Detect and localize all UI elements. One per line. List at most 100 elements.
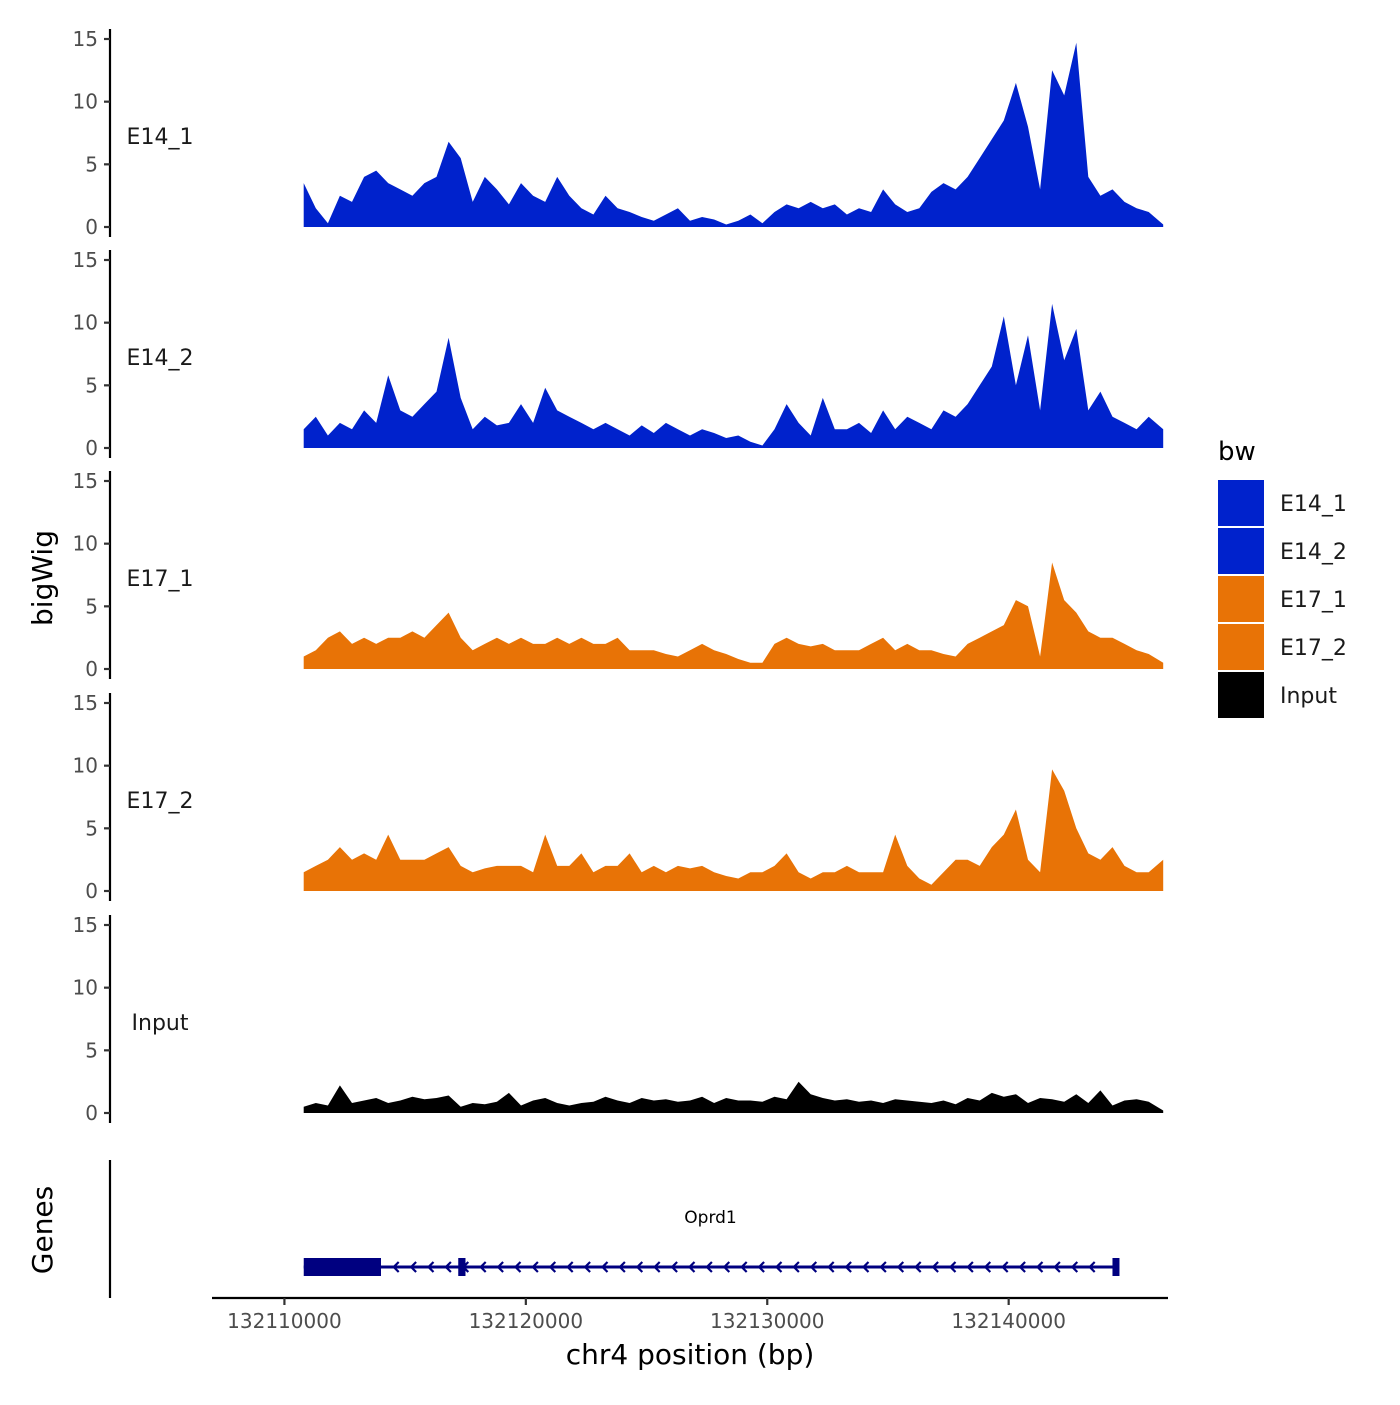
track-e17-2: 0 5 10 15 E17_2 [73, 691, 1164, 903]
gene-exon [458, 1258, 466, 1276]
legend-swatch [1218, 528, 1264, 574]
track-e14-1: 0 5 10 15 E14_1 [73, 27, 1164, 239]
strand-arrow [1001, 1261, 1009, 1273]
y-tick-label: 5 [85, 816, 98, 840]
legend-swatch [1218, 672, 1264, 718]
x-tick-label: 132110000 [227, 1309, 342, 1333]
y-tick-label: 15 [73, 691, 98, 715]
strand-arrow [827, 1261, 835, 1273]
strand-arrow [879, 1261, 887, 1273]
strand-arrow [861, 1261, 870, 1273]
strand-arrow [496, 1261, 504, 1273]
strand-arrow [914, 1261, 922, 1273]
gene-exon [303, 1258, 381, 1276]
x-axis: 132110000 132120000 132130000 132140000 [212, 1296, 1168, 1333]
legend-swatch [1218, 576, 1264, 622]
strand-arrow [1035, 1261, 1044, 1273]
signal-area-e17-2 [303, 769, 1164, 891]
strand-arrow [722, 1261, 731, 1273]
strand-arrow [531, 1261, 539, 1273]
signal-area-e17-1 [303, 562, 1164, 669]
y-tick-label: 0 [85, 215, 98, 239]
strand-arrow [1088, 1261, 1096, 1273]
track-label: E17_1 [127, 567, 194, 592]
x-axis-title: chr4 position (bp) [566, 1338, 815, 1371]
legend-label: E14_1 [1280, 492, 1347, 517]
y-tick-label: 0 [85, 1101, 98, 1125]
gene-label: Oprd1 [684, 1208, 736, 1228]
strand-arrow [670, 1261, 678, 1273]
y-tick-label: 10 [73, 754, 98, 778]
strand-arrow [444, 1261, 452, 1273]
signal-area-e14-2 [303, 303, 1164, 448]
legend-title: bw [1218, 437, 1256, 467]
legend-label: E14_2 [1280, 540, 1347, 565]
y-tick-label: 10 [73, 90, 98, 114]
strand-arrow [392, 1261, 400, 1273]
gene-oprd1: Oprd1 [303, 1208, 1120, 1276]
strand-arrow [844, 1261, 852, 1273]
x-tick-label: 132130000 [710, 1309, 825, 1333]
y-tick-label: 0 [85, 879, 98, 903]
track-input: 0 5 10 15 Input [73, 913, 1164, 1125]
y-tick-label: 5 [85, 594, 98, 618]
y-axis-title: bigWig [26, 530, 59, 626]
legend-label: E17_2 [1280, 636, 1347, 661]
strand-arrow [548, 1261, 557, 1273]
y-tick-label: 0 [85, 657, 98, 681]
track-e14-2: 0 5 10 15 E14_2 [73, 248, 1164, 460]
track-label: E14_1 [127, 125, 194, 150]
legend-swatch [1218, 480, 1264, 526]
y-tick-label: 15 [73, 469, 98, 493]
strand-arrow [983, 1261, 992, 1273]
y-tick-label: 5 [85, 1038, 98, 1062]
strand-arrow [426, 1261, 435, 1273]
strand-arrow [896, 1261, 905, 1273]
strand-arrow [618, 1261, 626, 1273]
strand-arrow [479, 1261, 487, 1273]
strand-arrow [705, 1261, 713, 1273]
y-tick-label: 15 [73, 913, 98, 937]
strand-arrow [583, 1261, 591, 1273]
legend: bw E14_1 E14_2 E17_1 E17_2 Input [1218, 437, 1347, 718]
x-tick-label: 132120000 [469, 1309, 584, 1333]
legend-label: Input [1280, 684, 1337, 709]
strand-arrow [1053, 1261, 1061, 1273]
legend-swatch [1218, 624, 1264, 670]
track-label: E17_2 [127, 789, 194, 814]
gene-exon [1112, 1258, 1120, 1276]
strand-arrow [774, 1261, 783, 1273]
genes-panel: Oprd1 [108, 1160, 1120, 1298]
strand-arrow [1070, 1261, 1079, 1273]
strand-arrow [931, 1261, 939, 1273]
strand-arrow [566, 1261, 574, 1273]
strand-arrow [409, 1261, 417, 1273]
strand-arrow [792, 1261, 800, 1273]
track-label: E14_2 [127, 346, 194, 371]
strand-arrow [600, 1261, 609, 1273]
strand-arrow [809, 1261, 818, 1273]
strand-arrow [687, 1261, 696, 1273]
y-tick-label: 15 [73, 27, 98, 51]
strand-arrow [635, 1261, 644, 1273]
signal-area-e14-1 [303, 42, 1164, 227]
strand-arrow [1018, 1261, 1026, 1273]
y-tick-label: 10 [73, 976, 98, 1000]
strand-arrow [948, 1261, 957, 1273]
y-tick-label: 10 [73, 532, 98, 556]
genes-axis-title: Genes [26, 1186, 59, 1274]
strand-arrow [966, 1261, 974, 1273]
y-tick-label: 15 [73, 248, 98, 272]
y-tick-label: 5 [85, 152, 98, 176]
strand-arrow [757, 1261, 765, 1273]
track-label: Input [132, 1011, 189, 1036]
x-tick-label: 132140000 [951, 1309, 1066, 1333]
y-tick-label: 0 [85, 436, 98, 460]
track-e17-1: 0 5 10 15 E17_1 [73, 469, 1164, 681]
legend-label: E17_1 [1280, 588, 1347, 613]
strand-arrow [513, 1261, 522, 1273]
signal-area-input [303, 1081, 1164, 1113]
strand-arrow [653, 1261, 661, 1273]
